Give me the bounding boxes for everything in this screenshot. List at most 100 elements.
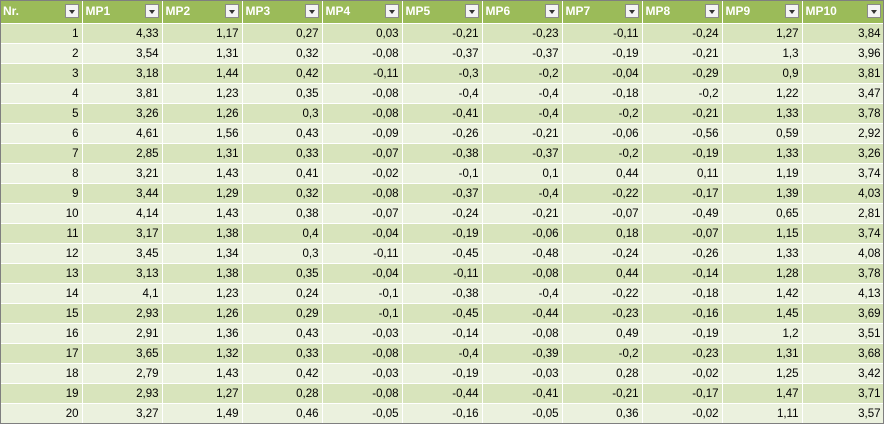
table-cell[interactable]: -0,03 [322,363,403,384]
table-cell[interactable]: 3,71 [802,383,884,404]
table-cell[interactable]: -0,24 [642,23,723,44]
row-number-cell[interactable]: 13 [0,263,83,284]
row-number-cell[interactable]: 19 [0,383,83,404]
filter-dropdown-icon[interactable] [304,4,319,18]
table-cell[interactable]: -0,04 [562,63,643,84]
table-cell[interactable]: -0,23 [562,303,643,324]
table-cell[interactable]: -0,44 [482,303,563,324]
table-cell[interactable]: 4,08 [802,243,884,264]
table-cell[interactable]: -0,19 [642,143,723,164]
table-cell[interactable]: 1,33 [722,103,803,124]
table-cell[interactable]: -0,4 [482,83,563,104]
table-cell[interactable]: -0,22 [562,283,643,304]
table-cell[interactable]: -0,08 [322,103,403,124]
filter-dropdown-icon[interactable] [866,4,881,18]
table-cell[interactable]: 0,65 [722,203,803,224]
table-cell[interactable]: 3,78 [802,263,884,284]
table-cell[interactable]: -0,2 [562,143,643,164]
table-cell[interactable]: -0,21 [642,103,723,124]
table-cell[interactable]: 1,42 [722,283,803,304]
table-cell[interactable]: -0,2 [642,83,723,104]
table-cell[interactable]: -0,07 [322,143,403,164]
table-cell[interactable]: -0,37 [402,43,483,64]
table-cell[interactable]: 2,91 [82,323,163,344]
table-cell[interactable]: 1,56 [162,123,243,144]
table-cell[interactable]: 0,9 [722,63,803,84]
table-cell[interactable]: 1,38 [162,223,243,244]
table-cell[interactable]: -0,49 [642,203,723,224]
table-cell[interactable]: 0,29 [242,303,323,324]
table-cell[interactable]: 3,54 [82,43,163,64]
table-cell[interactable]: -0,4 [402,343,483,364]
table-cell[interactable]: -0,26 [642,243,723,264]
row-number-cell[interactable]: 4 [0,83,83,104]
filter-dropdown-icon[interactable] [704,4,719,18]
table-cell[interactable]: 1,47 [722,383,803,404]
filter-dropdown-icon[interactable] [544,4,559,18]
table-cell[interactable]: -0,2 [562,103,643,124]
table-cell[interactable]: 3,51 [802,323,884,344]
table-cell[interactable]: -0,07 [642,223,723,244]
table-cell[interactable]: 3,18 [82,63,163,84]
table-cell[interactable]: 0,35 [242,83,323,104]
table-cell[interactable]: -0,44 [402,383,483,404]
table-cell[interactable]: -0,16 [642,303,723,324]
table-cell[interactable]: 3,17 [82,223,163,244]
table-cell[interactable]: -0,02 [642,363,723,384]
table-cell[interactable]: 0,49 [562,323,643,344]
table-cell[interactable]: -0,21 [642,43,723,64]
table-cell[interactable]: -0,1 [322,303,403,324]
row-number-cell[interactable]: 14 [0,283,83,304]
table-cell[interactable]: 4,1 [82,283,163,304]
table-cell[interactable]: 3,44 [82,183,163,204]
table-cell[interactable]: 2,79 [82,363,163,384]
table-cell[interactable]: -0,23 [482,23,563,44]
table-cell[interactable]: 1,28 [722,263,803,284]
table-cell[interactable]: 0,1 [482,163,563,184]
table-cell[interactable]: 1,36 [162,323,243,344]
table-cell[interactable]: 1,33 [722,243,803,264]
filter-dropdown-icon[interactable] [784,4,799,18]
row-number-cell[interactable]: 15 [0,303,83,324]
table-cell[interactable]: -0,41 [482,383,563,404]
table-cell[interactable]: 1,3 [722,43,803,64]
table-cell[interactable]: 1,43 [162,363,243,384]
table-cell[interactable]: 4,33 [82,23,163,44]
row-number-cell[interactable]: 5 [0,103,83,124]
table-cell[interactable]: -0,16 [402,403,483,424]
table-cell[interactable]: 0,43 [242,123,323,144]
row-number-cell[interactable]: 16 [0,323,83,344]
row-number-cell[interactable]: 2 [0,43,83,64]
table-cell[interactable]: 1,39 [722,183,803,204]
table-cell[interactable]: 1,33 [722,143,803,164]
table-cell[interactable]: 3,74 [802,163,884,184]
table-cell[interactable]: 0,42 [242,363,323,384]
table-cell[interactable]: 1,45 [722,303,803,324]
table-cell[interactable]: -0,38 [402,283,483,304]
table-cell[interactable]: 3,68 [802,343,884,364]
table-cell[interactable]: -0,06 [562,123,643,144]
table-cell[interactable]: 0,32 [242,43,323,64]
table-cell[interactable]: 0,11 [642,163,723,184]
table-cell[interactable]: -0,11 [562,23,643,44]
table-cell[interactable]: 3,74 [802,223,884,244]
table-cell[interactable]: -0,02 [322,163,403,184]
table-cell[interactable]: 1,17 [162,23,243,44]
row-number-cell[interactable]: 1 [0,23,83,44]
table-cell[interactable]: 0,46 [242,403,323,424]
table-cell[interactable]: 1,29 [162,183,243,204]
table-cell[interactable]: 0,35 [242,263,323,284]
table-cell[interactable]: 1,31 [722,343,803,364]
filter-dropdown-icon[interactable] [224,4,239,18]
table-cell[interactable]: -0,22 [562,183,643,204]
row-number-cell[interactable]: 20 [0,403,83,424]
table-cell[interactable]: 1,2 [722,323,803,344]
table-cell[interactable]: -0,03 [482,363,563,384]
table-cell[interactable]: 3,78 [802,103,884,124]
table-cell[interactable]: 2,93 [82,303,163,324]
table-cell[interactable]: -0,21 [562,383,643,404]
table-cell[interactable]: -0,11 [322,63,403,84]
table-cell[interactable]: 0,59 [722,123,803,144]
table-cell[interactable]: -0,08 [322,183,403,204]
table-cell[interactable]: -0,11 [402,263,483,284]
